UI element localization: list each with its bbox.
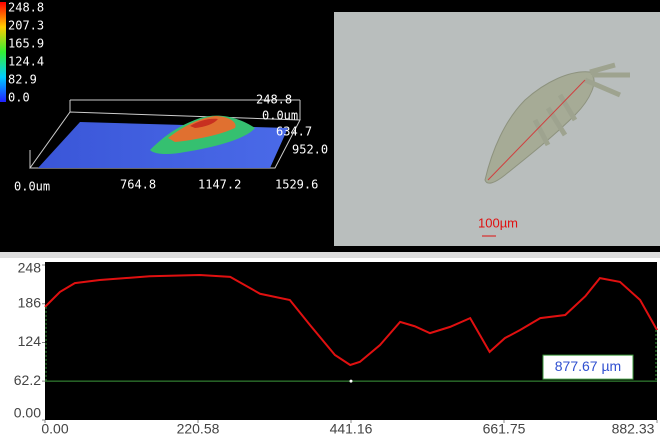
x-axis-label: 1147.2 [198,178,241,192]
x-axis-label: 1529.6 [275,178,318,192]
x-tick-label: 882.33 [612,421,655,437]
y-tick-label: 248 [18,260,42,276]
annotation: 877.67 µm [555,358,621,374]
y-axis-label: 952.0 [292,143,328,157]
x-axis-label: 764.8 [120,178,156,192]
colorbar-label: 124.4 [8,55,44,69]
page: 248.8 207.3 165.9 124.4 82.9 0.0 0.0um 7… [0,0,660,438]
z-axis-label: 0.0um [262,109,298,123]
colorbar-label: 82.9 [8,73,37,87]
x-tick-label: 661.75 [483,421,526,437]
colorbar-label: 0.0 [8,91,30,105]
y-tick-label: 62.2 [14,372,41,388]
y-tick-label: 0.00 [14,405,41,421]
y-tick-label: 124 [18,333,42,349]
y-axis-label: 634.7 [276,125,312,139]
colorbar-label: 165.9 [8,37,44,51]
colorbar-label: 207.3 [8,19,44,33]
colorbar [0,2,6,102]
screen: 248.8 207.3 165.9 124.4 82.9 0.0 0.0um 7… [0,0,660,438]
x-tick-label: 220.58 [177,421,220,437]
x-axis-label: 0.0um [14,180,50,194]
x-tick-label: 441.16 [330,421,373,437]
divider [0,252,660,258]
plot-area [45,262,657,420]
y-tick-label: 186 [18,294,42,310]
microscope-image [334,12,660,246]
marker [349,380,352,383]
scale-bar-label: 100µm [478,215,518,230]
colorbar-label: 248.8 [8,1,44,15]
x-tick-label: 0.00 [41,421,68,437]
z-axis-label: 248.8 [256,93,292,107]
